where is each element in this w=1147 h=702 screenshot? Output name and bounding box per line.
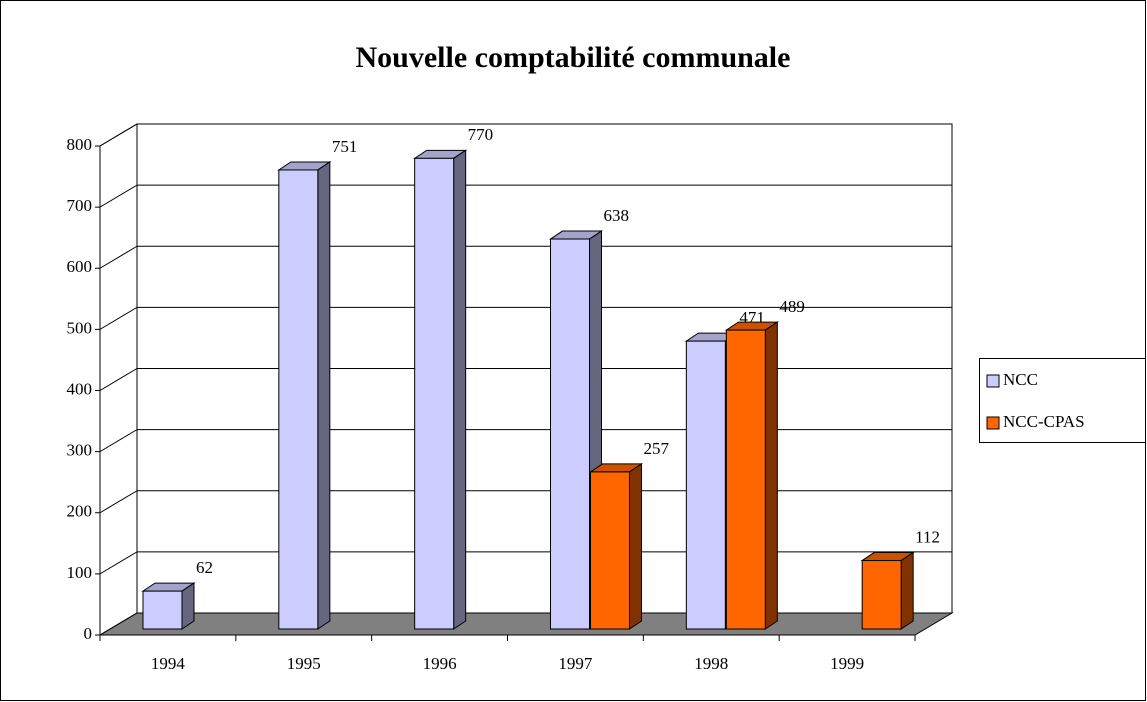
value-label: 770 xyxy=(468,125,494,144)
y-tick-label: 200 xyxy=(67,502,93,521)
x-tick-label: 1997 xyxy=(558,654,593,673)
legend-label: NCC-CPAS xyxy=(1003,412,1085,431)
y-tick-label: 500 xyxy=(67,318,93,337)
y-tick-label: 0 xyxy=(84,624,93,643)
value-label: 257 xyxy=(644,439,670,458)
bar xyxy=(142,590,183,630)
floor xyxy=(98,612,954,636)
chart-title: Nouvelle comptabilité communale xyxy=(356,41,791,74)
y-tick-label: 100 xyxy=(67,563,93,582)
bar xyxy=(278,169,319,630)
legend-swatch xyxy=(986,374,1000,388)
grid-line xyxy=(99,245,138,269)
bar-side xyxy=(453,149,467,630)
grid-line xyxy=(99,184,138,208)
y-tick-label: 700 xyxy=(67,196,93,215)
bar-side xyxy=(900,551,914,630)
bar-side xyxy=(317,161,331,630)
bar xyxy=(550,238,590,630)
grid-line xyxy=(99,429,138,453)
x-tick-label: 1999 xyxy=(830,654,864,673)
value-label: 638 xyxy=(604,206,630,225)
bar xyxy=(590,471,630,630)
grid-line xyxy=(99,123,138,147)
bar-side xyxy=(764,321,778,630)
bar xyxy=(414,157,455,630)
grid-line xyxy=(99,306,138,330)
value-label: 62 xyxy=(196,558,213,577)
x-tick-label: 1995 xyxy=(287,654,321,673)
grid-line xyxy=(99,490,138,514)
y-tick-label: 300 xyxy=(67,441,93,460)
bar xyxy=(725,329,766,630)
grid-line xyxy=(99,368,138,391)
bar-side xyxy=(181,582,195,630)
value-label: 489 xyxy=(779,297,805,316)
x-tick-label: 1998 xyxy=(694,654,728,673)
legend-swatch xyxy=(986,416,1000,430)
grid-line xyxy=(99,612,138,636)
x-tick-label: 1996 xyxy=(423,654,457,673)
y-tick-label: 400 xyxy=(67,379,93,398)
value-label: 112 xyxy=(915,527,940,546)
y-tick-label: 600 xyxy=(67,257,93,276)
value-label: 751 xyxy=(332,137,358,156)
y-tick-label: 800 xyxy=(67,135,93,154)
x-tick-label: 1994 xyxy=(151,654,186,673)
grid-line xyxy=(99,551,138,575)
bar xyxy=(685,340,726,630)
bar-side xyxy=(629,462,642,630)
legend-label: NCC xyxy=(1003,370,1038,389)
bar xyxy=(861,560,902,630)
legend-box xyxy=(979,358,1146,443)
